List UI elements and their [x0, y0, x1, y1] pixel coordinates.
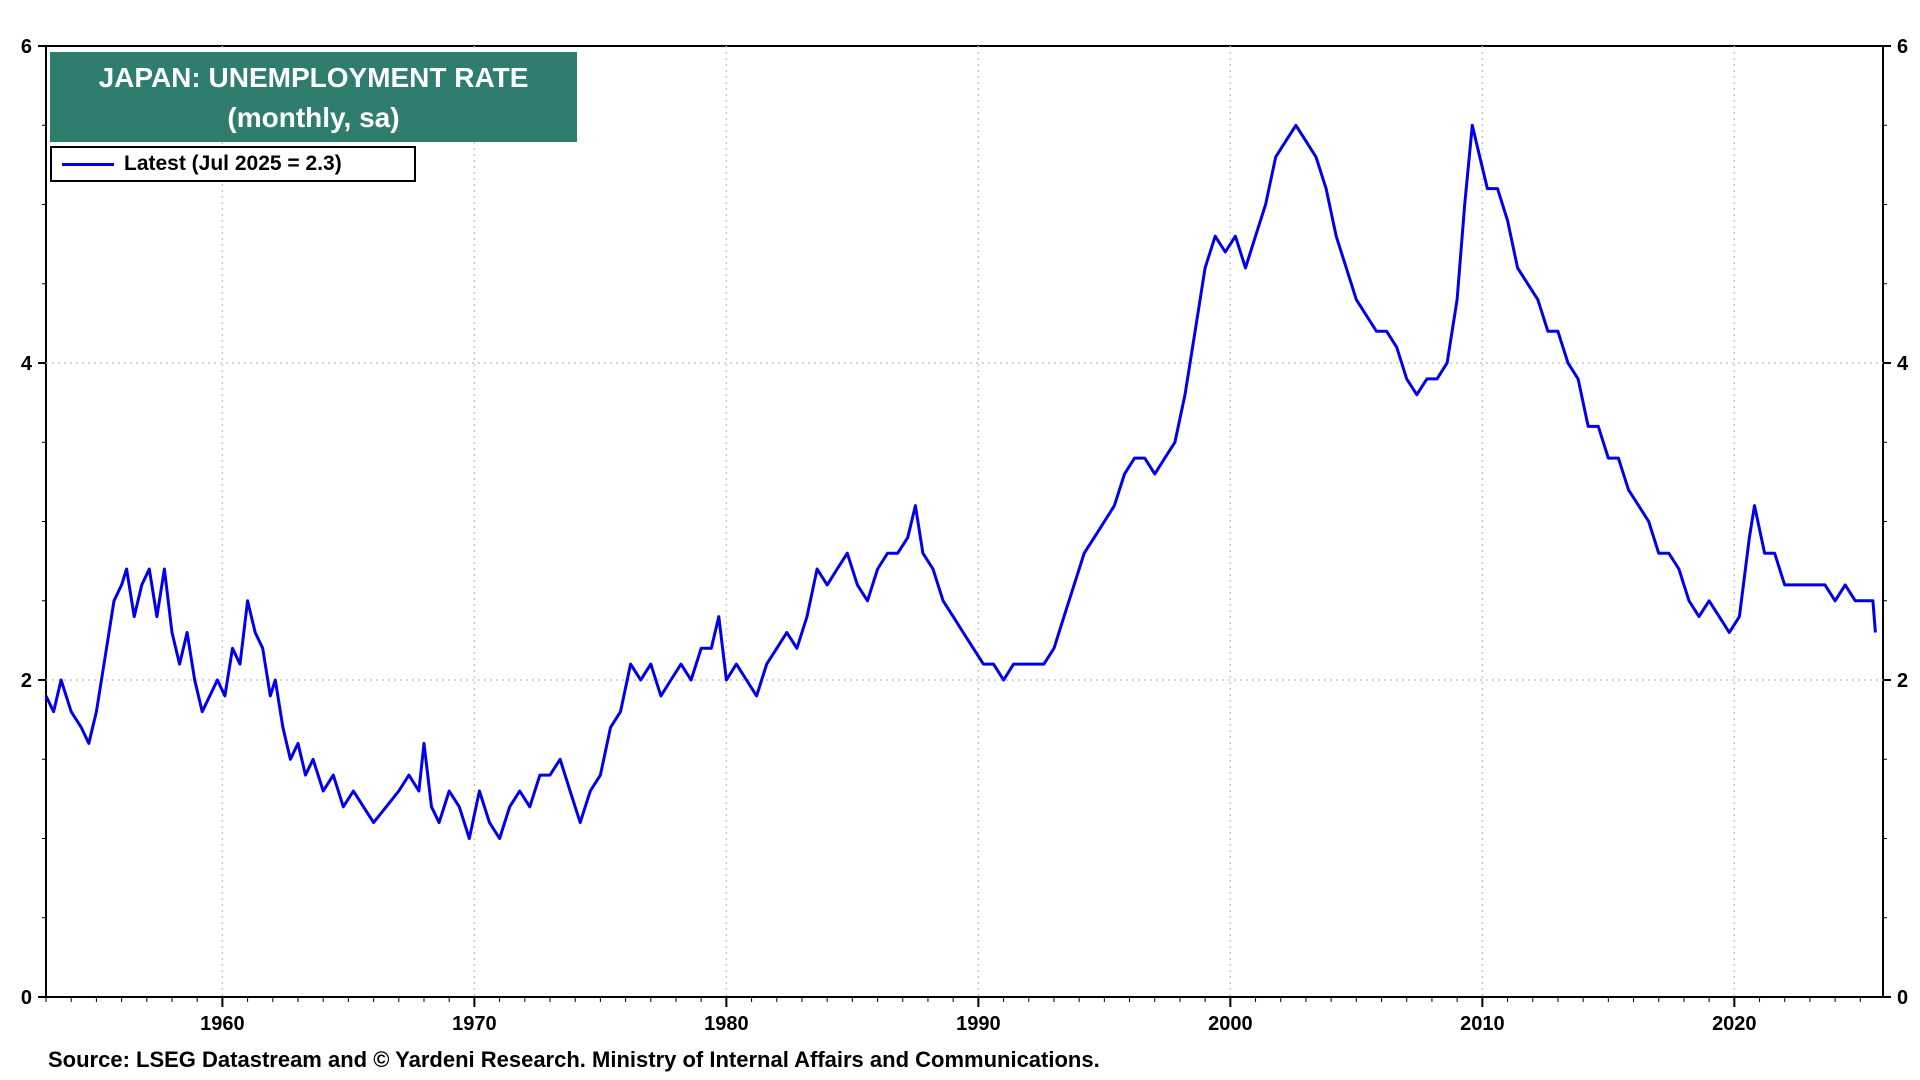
x-tick-label-2010: 2010 — [1460, 1013, 1505, 1035]
x-tick-label-1990: 1990 — [956, 1013, 1001, 1035]
series-line-unemployment — [44, 123, 1877, 840]
plot-area — [45, 45, 1884, 998]
x-tick-label-2020: 2020 — [1712, 1013, 1757, 1035]
horizontal-gridlines — [46, 362, 1883, 681]
legend-line-swatch — [62, 163, 114, 166]
chart-title: JAPAN: UNEMPLOYMENT RATE — [98, 62, 529, 93]
x-tick-label-1970: 1970 — [452, 1013, 497, 1035]
legend-entry-label: Latest (Jul 2025 = 2.3) — [124, 152, 342, 175]
y-left-tick-label-0: 0 — [21, 987, 32, 1009]
y-right-tick-label-0: 0 — [1897, 987, 1908, 1009]
chart-title-box: JAPAN: UNEMPLOYMENT RATE (monthly, sa) — [50, 52, 577, 142]
x-tick-label-1960: 1960 — [200, 1013, 245, 1035]
x-tick-label-2000: 2000 — [1208, 1013, 1253, 1035]
y-right-tick-label-4: 4 — [1897, 353, 1909, 375]
chart-subtitle: (monthly, sa) — [227, 102, 400, 133]
y-left-tick-label-4: 4 — [21, 353, 33, 375]
source-note: Source: LSEG Datastream and © Yardeni Re… — [48, 1047, 1100, 1072]
y-right-tick-label-2: 2 — [1897, 670, 1908, 692]
legend: Latest (Jul 2025 = 2.3) — [50, 146, 416, 182]
y-left-tick-label-6: 6 — [21, 36, 32, 58]
vertical-gridlines — [221, 46, 1736, 997]
axis-ticks — [38, 45, 1891, 1007]
x-axis-tick-labels: 1960 1970 1980 1990 2000 2010 2020 — [200, 1013, 1756, 1035]
y-right-tick-label-6: 6 — [1897, 36, 1908, 58]
x-tick-label-1980: 1980 — [704, 1013, 749, 1035]
left-y-axis-tick-labels: 0 2 4 6 — [21, 36, 33, 1009]
y-left-tick-label-2: 2 — [21, 670, 32, 692]
right-y-axis-tick-labels: 0 2 4 6 — [1897, 36, 1909, 1009]
